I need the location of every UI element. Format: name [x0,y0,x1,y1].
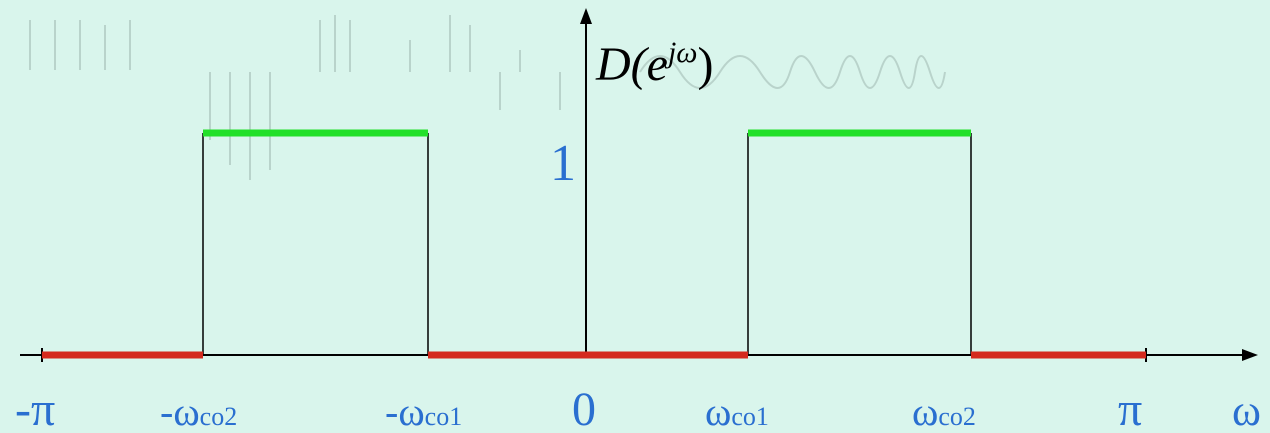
x-label-main: ω [705,389,731,433]
x-label: π [1118,383,1142,433]
x-label-sub: co1 [425,402,463,431]
x-label-main: π [1118,383,1142,433]
function-label: D(ejω) [595,36,713,91]
edges [202,133,972,355]
y-axis-arrow [580,8,592,24]
x-axis-arrow [1242,349,1258,361]
decoration [29,15,946,180]
x-label: ωco2 [912,389,976,433]
x-label: -π [15,383,55,433]
x-label: -ωco1 [385,389,462,433]
x-label-sub: co1 [731,402,769,431]
x-label-main: ω [912,389,938,433]
x-label-main: 0 [572,383,596,433]
x-label-main: -π [15,383,55,433]
x-label: ωco1 [705,389,769,433]
x-label: -ωco2 [160,389,237,433]
x-label-sub: co2 [200,402,238,431]
level-label: 1 [550,135,576,192]
x-label: 0 [572,383,596,433]
x-label-main: -ω [160,389,200,433]
x-label-main: -ω [385,389,425,433]
x-label-sub: co2 [938,402,976,431]
axis-label: ω [1232,386,1261,433]
